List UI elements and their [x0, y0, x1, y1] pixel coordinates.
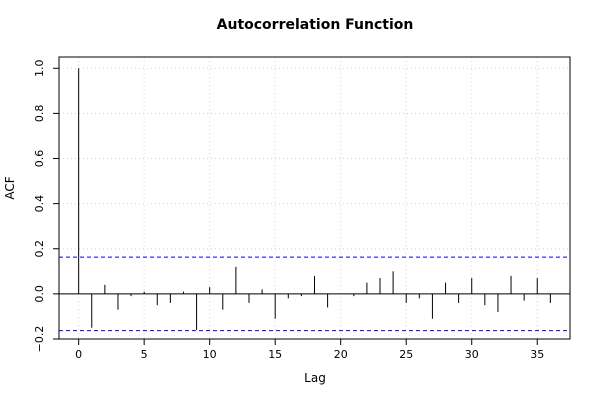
y-tick-label: 1.0 [33, 60, 46, 78]
y-tick-label: 0.8 [33, 105, 46, 123]
y-tick-label: 0.6 [33, 150, 46, 168]
x-tick-label: 25 [399, 348, 413, 361]
y-axis-label: ACF [3, 176, 17, 199]
plot-frame [58, 56, 571, 340]
x-tick-label: 0 [75, 348, 82, 361]
acf-bars [59, 68, 570, 332]
y-tick-label: 0.2 [33, 240, 46, 258]
x-tick-label: 35 [530, 348, 544, 361]
y-tick-label: 0.0 [33, 285, 46, 303]
y-tick-label: −0.2 [33, 326, 46, 353]
x-tick-label: 20 [334, 348, 348, 361]
x-tick-label: 15 [268, 348, 282, 361]
x-axis-label: Lag [304, 371, 326, 385]
chart-title: Autocorrelation Function [217, 17, 414, 33]
x-tick-label: 5 [141, 348, 148, 361]
grid [59, 57, 570, 340]
axes: 0 5 10 15 20 25 30 35 −0.2 0.0 0.2 0.4 0.6 0.8 1.0 [33, 60, 544, 361]
x-tick-label: 10 [203, 348, 217, 361]
y-tick-label: 0.4 [33, 195, 46, 213]
x-tick-label: 30 [465, 348, 479, 361]
